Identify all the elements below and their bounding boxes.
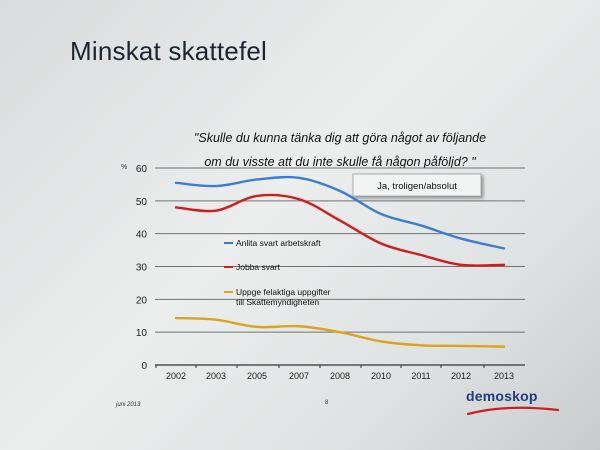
legend-label: Jobba svart <box>236 262 281 272</box>
y-tick-label: 50 <box>136 197 148 208</box>
x-tick-label: 2002 <box>166 371 186 381</box>
question-line-1: "Skulle du kunna tänka dig att göra någo… <box>193 131 487 145</box>
y-tick-label: 60 <box>136 164 148 175</box>
x-tick-label: 2012 <box>451 371 471 381</box>
grid-lines <box>155 167 525 333</box>
legend-label: Anlita svart arbetskraft <box>236 238 321 248</box>
y-tick-label: 40 <box>136 230 148 241</box>
axes: 0 10 20 30 40 50 60% 2002 2003 2005 2007 2008 2010 20… <box>121 164 525 381</box>
x-tick-label: 2007 <box>289 371 309 381</box>
footer-date: juni 2013 <box>116 402 141 408</box>
y-tick-label: 0 <box>141 361 147 372</box>
x-tick-label: 2010 <box>371 371 391 381</box>
legend: Anlita svart arbetskraft Jobba svart Uppge… <box>224 238 331 307</box>
x-tick-label: 2005 <box>247 371 267 381</box>
question-line-2: om du visste att du inte skulle få någon… <box>204 155 476 169</box>
y-tick-label: 20 <box>136 295 148 306</box>
series-lines <box>174 175 506 348</box>
x-tick-label: 2013 <box>494 371 514 381</box>
x-tick-label: 2008 <box>330 371 350 381</box>
slide-title: Minskat skattefel <box>70 36 268 66</box>
demoskop-logo: demoskop <box>466 386 562 416</box>
series-line-2 <box>174 193 506 267</box>
page-number: 8 <box>325 400 329 406</box>
annotation-box: Ja, troligen/absolut <box>352 173 482 197</box>
survey-question: "Skulle du kunna tänka dig att göra någo… <box>150 126 530 174</box>
logo-swoosh-icon <box>466 406 560 416</box>
y-axis-label: % <box>121 164 127 171</box>
annotation-box-background <box>352 173 482 197</box>
legend-label-line-2: till Skattemyndigheten <box>236 297 319 307</box>
logo-text: demoskop <box>466 388 538 404</box>
y-tick-label: 30 <box>136 263 148 274</box>
legend-label: Uppge felaktiga uppgifter <box>236 287 331 297</box>
x-tick-label: 2011 <box>411 371 430 381</box>
x-tick-label: 2003 <box>206 371 226 381</box>
y-tick-label: 10 <box>136 328 148 339</box>
annotation-text: Ja, troligen/absolut <box>377 181 457 192</box>
